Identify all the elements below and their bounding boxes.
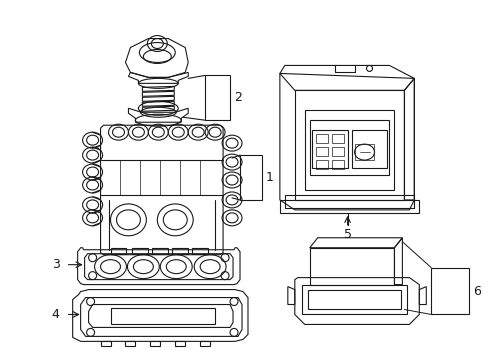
Bar (331, 134, 343, 143)
Bar (315, 147, 327, 156)
Bar (354, 144, 374, 160)
Text: 1: 1 (265, 171, 273, 184)
Text: 3: 3 (52, 258, 60, 271)
Bar (331, 160, 343, 169)
Bar (240, 155, 262, 200)
Bar (315, 160, 327, 169)
Bar (430, 268, 468, 315)
Bar (331, 147, 343, 156)
Bar (315, 134, 327, 143)
Bar (205, 75, 229, 120)
Text: 4: 4 (52, 308, 60, 321)
Text: 6: 6 (472, 284, 480, 298)
Text: 5: 5 (343, 228, 351, 241)
Text: 2: 2 (234, 91, 242, 104)
